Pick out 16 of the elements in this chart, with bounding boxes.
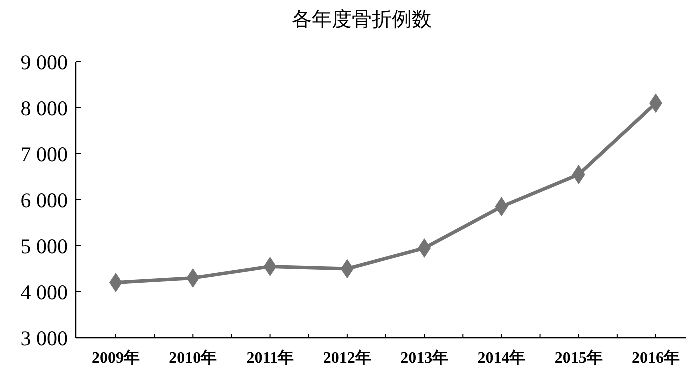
chart-title: 各年度骨折例数 bbox=[292, 9, 432, 31]
y-tick-label: 6 000 bbox=[20, 188, 68, 212]
x-tick-label: 2010年 bbox=[169, 349, 218, 367]
y-tick-label: 3 000 bbox=[20, 326, 68, 350]
x-tick-label: 2013年 bbox=[400, 349, 449, 367]
y-tick-label: 9 000 bbox=[20, 50, 68, 74]
y-tick-label: 5 000 bbox=[20, 234, 68, 258]
x-tick-label: 2011年 bbox=[246, 349, 294, 367]
y-tick-label: 8 000 bbox=[20, 96, 68, 120]
y-tick-label: 7 000 bbox=[20, 142, 68, 166]
x-tick-label: 2012年 bbox=[323, 349, 372, 367]
x-tick-label: 2016年 bbox=[632, 349, 680, 367]
y-tick-label: 4 000 bbox=[20, 280, 68, 304]
x-tick-label: 2015年 bbox=[554, 349, 603, 367]
x-tick-label: 2009年 bbox=[92, 349, 140, 367]
x-tick-label: 2014年 bbox=[478, 349, 526, 367]
